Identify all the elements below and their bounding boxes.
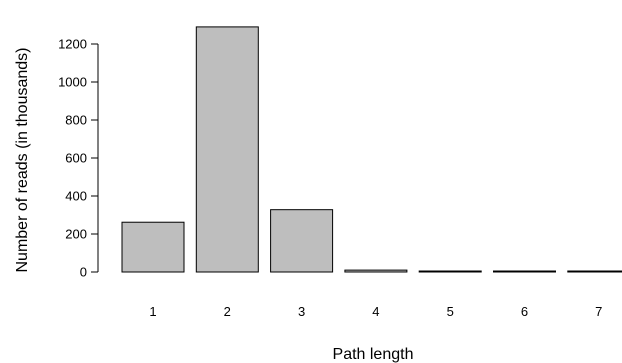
x-axis-title: Path length (333, 346, 414, 363)
x-tick-label-6: 6 (521, 304, 528, 319)
bar-7 (567, 270, 622, 273)
y-axis-title: Number of reads (in thousands) (14, 48, 31, 273)
bar-4 (344, 269, 408, 273)
x-tick-label-4: 4 (372, 304, 379, 319)
y-tick-label: 1200 (58, 37, 87, 52)
y-tick-label: 400 (65, 189, 87, 204)
bar-1 (121, 221, 185, 273)
x-tick-label-7: 7 (595, 304, 602, 319)
y-tick-label: 200 (65, 227, 87, 242)
bar-2 (195, 26, 259, 273)
x-tick-label-3: 3 (298, 304, 305, 319)
bar-6 (493, 270, 556, 273)
bar-5 (418, 270, 482, 273)
y-tick-label: 0 (80, 265, 87, 280)
bars (121, 26, 622, 273)
y-tick-label: 600 (65, 151, 87, 166)
x-tick-label-5: 5 (447, 304, 454, 319)
x-tick-labels: 1 2 3 4 5 6 7 (149, 304, 602, 319)
y-tick-label: 1000 (58, 75, 87, 90)
y-tick-label: 800 (65, 113, 87, 128)
y-axis: 0 200 400 600 800 1000 1200 (58, 37, 99, 280)
x-tick-label-1: 1 (149, 304, 156, 319)
x-tick-label-2: 2 (224, 304, 231, 319)
bar-3 (270, 209, 334, 273)
